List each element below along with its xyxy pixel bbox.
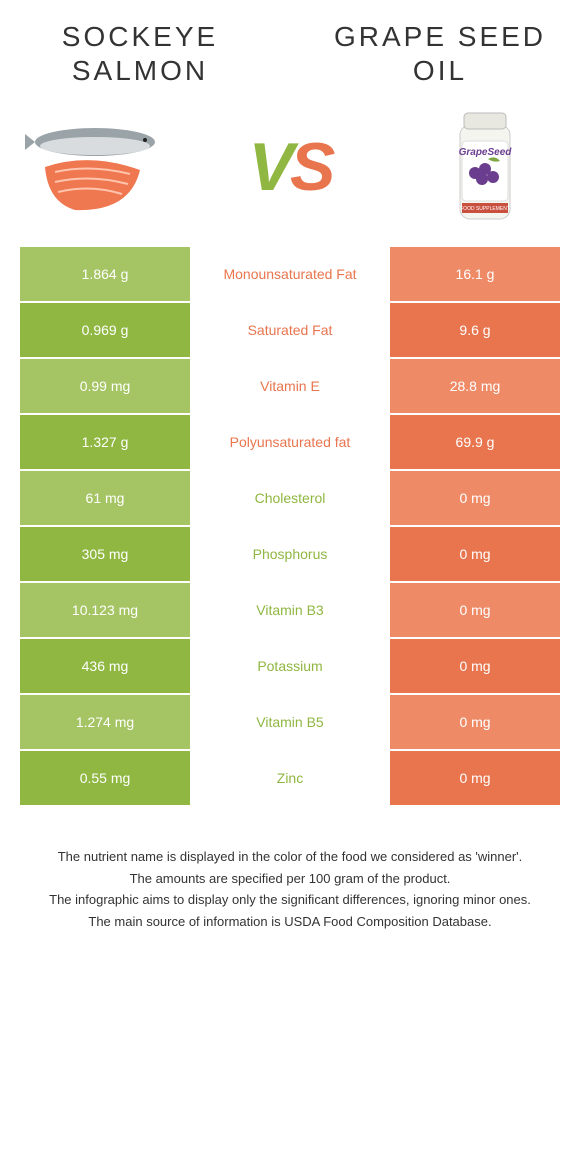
nutrient-label: Cholesterol [190, 471, 390, 525]
right-value: 0 mg [390, 695, 560, 749]
table-row: 10.123 mgVitamin B30 mg [20, 583, 560, 637]
footer-line-1: The nutrient name is displayed in the co… [30, 847, 550, 867]
nutrient-label: Vitamin B3 [190, 583, 390, 637]
right-value: 0 mg [390, 527, 560, 581]
grapeseed-image: GrapeSeed FOOD SUPPLEMENT [410, 112, 560, 222]
left-value: 436 mg [20, 639, 190, 693]
table-row: 61 mgCholesterol0 mg [20, 471, 560, 525]
left-value: 1.274 mg [20, 695, 190, 749]
header: SOCKEYE SALMON GRAPE SEED OIL [0, 0, 580, 97]
table-row: 305 mgPhosphorus0 mg [20, 527, 560, 581]
nutrient-table: 1.864 gMonounsaturated Fat16.1 g0.969 gS… [20, 247, 560, 805]
nutrient-label: Vitamin B5 [190, 695, 390, 749]
nutrient-label: Potassium [190, 639, 390, 693]
left-value: 1.327 g [20, 415, 190, 469]
left-value: 10.123 mg [20, 583, 190, 637]
left-value: 305 mg [20, 527, 190, 581]
right-value: 0 mg [390, 471, 560, 525]
right-value: 28.8 mg [390, 359, 560, 413]
right-value: 69.9 g [390, 415, 560, 469]
table-row: 0.99 mgVitamin E28.8 mg [20, 359, 560, 413]
table-row: 436 mgPotassium0 mg [20, 639, 560, 693]
infographic-container: SOCKEYE SALMON GRAPE SEED OIL VS [0, 0, 580, 953]
nutrient-label: Zinc [190, 751, 390, 805]
vs-badge: VS [249, 128, 332, 206]
footer-line-2: The amounts are specified per 100 gram o… [30, 869, 550, 889]
table-row: 0.55 mgZinc0 mg [20, 751, 560, 805]
left-value: 61 mg [20, 471, 190, 525]
nutrient-label: Vitamin E [190, 359, 390, 413]
nutrient-label: Phosphorus [190, 527, 390, 581]
svg-text:FOOD SUPPLEMENT: FOOD SUPPLEMENT [460, 206, 510, 212]
right-value: 0 mg [390, 751, 560, 805]
vs-s: S [290, 128, 331, 206]
right-value: 0 mg [390, 639, 560, 693]
left-value: 0.99 mg [20, 359, 190, 413]
footer-notes: The nutrient name is displayed in the co… [0, 807, 580, 953]
right-food-title: GRAPE SEED OIL [330, 20, 550, 87]
footer-line-3: The infographic aims to display only the… [30, 890, 550, 910]
nutrient-label: Polyunsaturated fat [190, 415, 390, 469]
left-value: 1.864 g [20, 247, 190, 301]
right-value: 0 mg [390, 583, 560, 637]
svg-text:GrapeSeed: GrapeSeed [459, 147, 513, 158]
table-row: 1.274 mgVitamin B50 mg [20, 695, 560, 749]
salmon-image [20, 112, 170, 222]
right-value: 16.1 g [390, 247, 560, 301]
right-value: 9.6 g [390, 303, 560, 357]
images-row: VS GrapeSeed FOOD SUPPLEMENT [0, 97, 580, 247]
left-food-title: SOCKEYE SALMON [30, 20, 250, 87]
left-value: 0.969 g [20, 303, 190, 357]
vs-v: V [249, 128, 290, 206]
left-value: 0.55 mg [20, 751, 190, 805]
table-row: 1.327 gPolyunsaturated fat69.9 g [20, 415, 560, 469]
nutrient-label: Monounsaturated Fat [190, 247, 390, 301]
nutrient-label: Saturated Fat [190, 303, 390, 357]
footer-line-4: The main source of information is USDA F… [30, 912, 550, 932]
table-row: 0.969 gSaturated Fat9.6 g [20, 303, 560, 357]
table-row: 1.864 gMonounsaturated Fat16.1 g [20, 247, 560, 301]
